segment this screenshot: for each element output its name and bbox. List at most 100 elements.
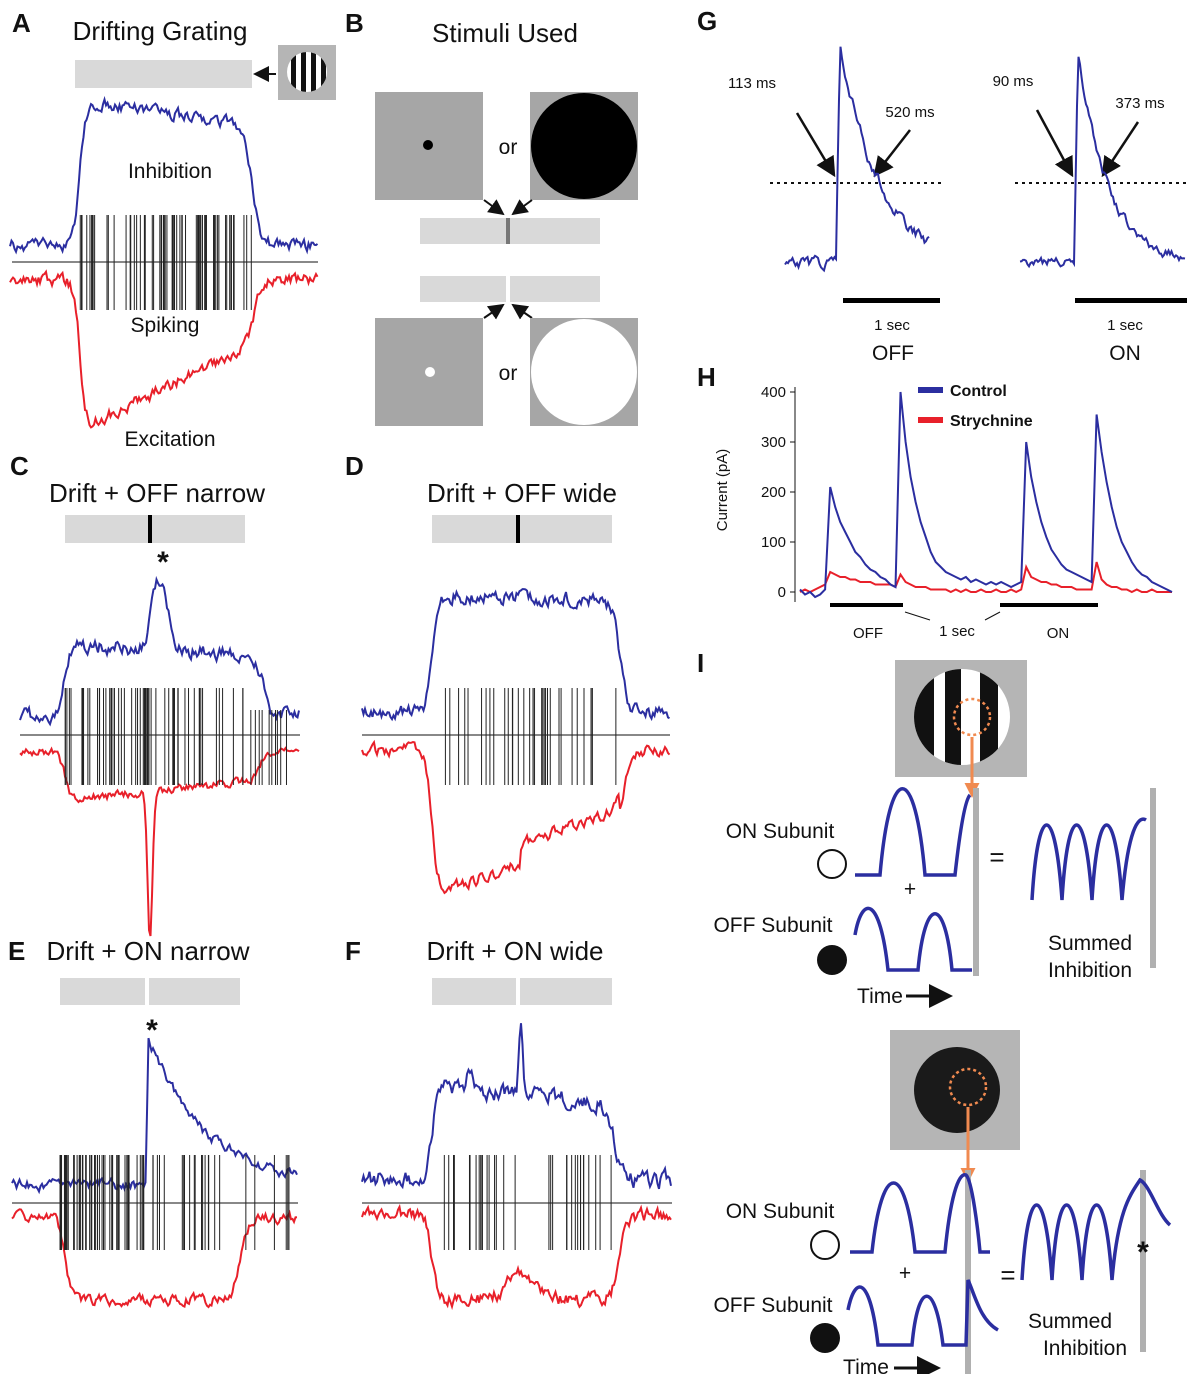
latency-label: 520 ms	[885, 104, 934, 121]
stimulus-label: OFF	[853, 625, 883, 642]
trace	[19, 575, 300, 727]
subunit-wave	[853, 906, 972, 972]
panel-title: Drift + OFF narrow	[49, 478, 265, 508]
trace	[784, 46, 930, 273]
y-tick-label: 400	[761, 384, 786, 401]
legend-swatch	[918, 387, 943, 393]
panel-title: Drift + ON wide	[427, 936, 604, 966]
time-marker	[1140, 1170, 1146, 1352]
stimulus-label: 1 sec	[939, 623, 975, 640]
scale-bar	[1075, 298, 1187, 303]
operator: +	[899, 1262, 911, 1285]
trace	[11, 1037, 298, 1195]
operator: =	[989, 842, 1004, 872]
subunit-icon	[817, 849, 847, 879]
receptive-field	[952, 697, 992, 737]
stimulus-bar-mark	[506, 218, 510, 244]
trace	[361, 1203, 672, 1311]
stimulus-bar-mark	[506, 276, 510, 302]
subunit-label: OFF Subunit	[713, 1294, 832, 1317]
trace	[19, 746, 300, 937]
subunit-icon	[817, 945, 847, 975]
operator: +	[904, 878, 916, 901]
trace-label: Excitation	[124, 428, 215, 451]
connector: or	[499, 136, 518, 159]
y-axis-label: Current (pA)	[714, 449, 731, 532]
panel-label: H	[697, 362, 716, 392]
time-marker	[965, 1170, 971, 1374]
y-tick-label: 200	[761, 484, 786, 501]
series-line	[799, 561, 1172, 594]
stimulus-label: ON	[1047, 625, 1070, 642]
latency-label: 90 ms	[993, 73, 1034, 90]
marker: *	[1137, 1236, 1149, 1269]
stimulus-bar	[60, 978, 240, 1005]
stimulus-bar	[830, 603, 903, 607]
scale-bar	[843, 298, 940, 303]
grating	[914, 669, 1010, 765]
stimulus-spot	[425, 367, 435, 377]
stimulus-spot	[914, 1047, 1000, 1133]
stimulus-bar-mark	[516, 515, 520, 543]
trace	[11, 1208, 298, 1309]
stimulus-spot	[531, 93, 637, 199]
summed-wave	[1030, 817, 1147, 901]
connector: or	[499, 362, 518, 385]
arrow	[483, 199, 505, 216]
arrow	[1101, 121, 1140, 178]
time-marker	[1150, 788, 1156, 968]
condition-label: OFF	[872, 342, 914, 365]
trace	[9, 95, 319, 255]
summed-wave	[1020, 1177, 1172, 1281]
panel-label: C	[10, 451, 29, 481]
summed-label: Inhibition	[1048, 959, 1132, 982]
bracket	[904, 611, 931, 621]
series-line	[799, 391, 1173, 599]
stimulus-bar	[65, 515, 245, 543]
summed-label: Summed	[1028, 1310, 1112, 1333]
trace	[361, 739, 671, 895]
summed-label: Summed	[1048, 932, 1132, 955]
arrow	[873, 129, 911, 177]
axis-label: Time	[843, 1356, 889, 1374]
arrow	[795, 112, 836, 178]
stimulus-bar	[432, 978, 612, 1005]
legend-swatch	[918, 417, 943, 423]
arrow	[511, 199, 533, 216]
latency-label: 373 ms	[1115, 95, 1164, 112]
stimulus-bar	[1000, 603, 1098, 607]
subunit-label: ON Subunit	[726, 820, 835, 843]
condition-label: ON	[1109, 342, 1141, 365]
stimulus-bar-mark	[516, 978, 520, 1005]
subunit-label: OFF Subunit	[713, 914, 832, 937]
time-marker	[973, 788, 979, 976]
trace	[9, 269, 319, 429]
operator: =	[1000, 1260, 1015, 1290]
y-tick-label: 300	[761, 434, 786, 451]
y-tick-label: 0	[778, 584, 786, 601]
panel-title: Drift + OFF wide	[427, 478, 617, 508]
panel-label: F	[345, 936, 361, 966]
latency-label: 113 ms	[728, 75, 776, 92]
grating	[287, 52, 327, 92]
scale-label: 1 sec	[1107, 317, 1143, 334]
panel-label: B	[345, 8, 364, 38]
marker: *	[157, 546, 169, 579]
trace-label: Spiking	[131, 314, 200, 337]
stimulus-spot	[531, 319, 637, 425]
stimulus-bar-mark	[148, 515, 152, 543]
arrow	[483, 303, 505, 320]
scale-label: 1 sec	[874, 317, 910, 334]
panel-label: D	[345, 451, 364, 481]
panel-title: Stimuli Used	[432, 18, 578, 48]
subunit-icon	[810, 1230, 840, 1260]
bracket	[984, 611, 1001, 621]
trace	[361, 1023, 672, 1190]
subunit-label: ON Subunit	[726, 1200, 835, 1223]
arrow	[1035, 109, 1074, 178]
trace	[361, 588, 670, 722]
subunit-wave	[846, 1279, 999, 1347]
trace	[1019, 56, 1186, 269]
